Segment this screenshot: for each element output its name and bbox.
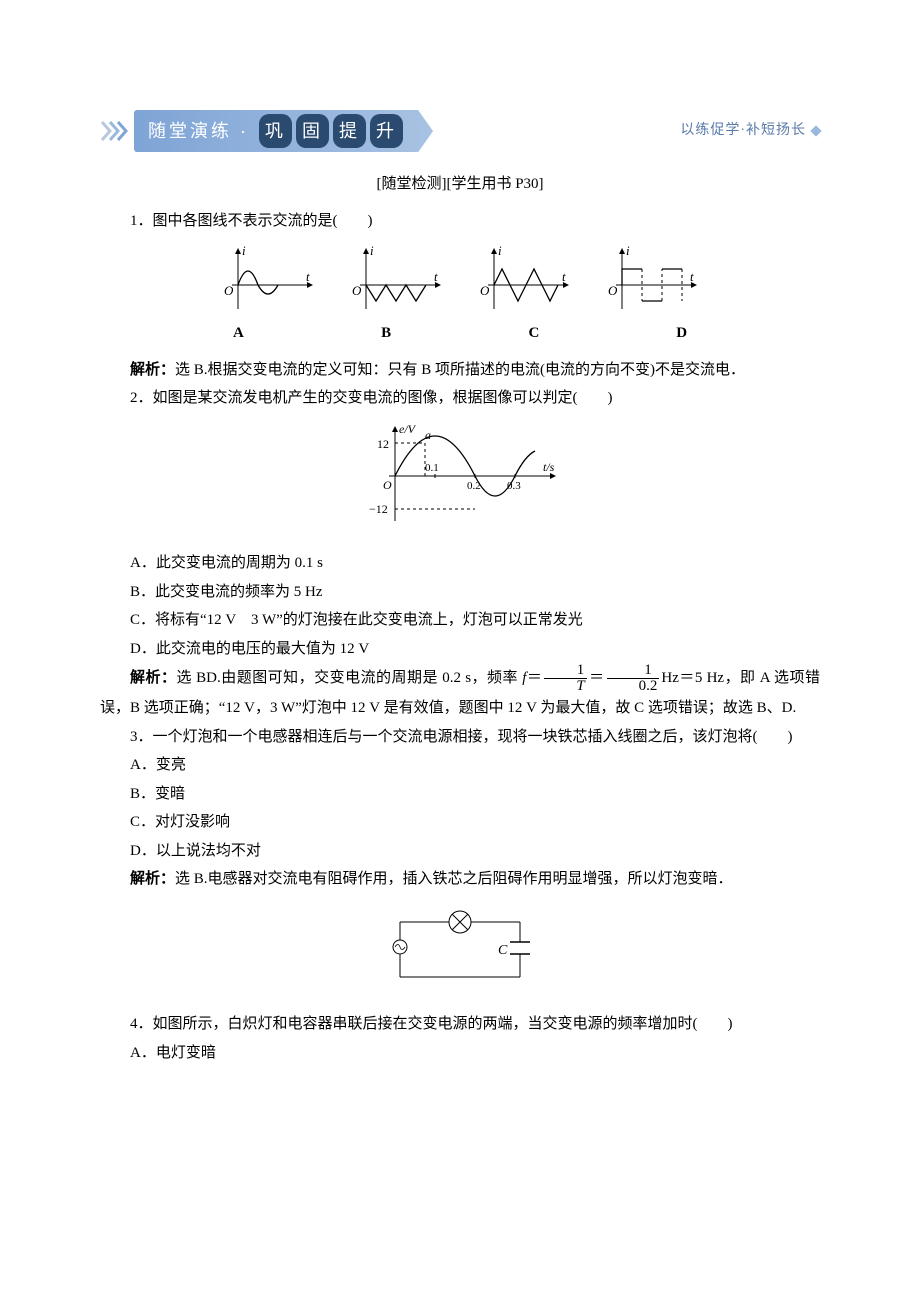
svg-text:t: t	[690, 269, 694, 284]
svg-text:t/s: t/s	[543, 460, 555, 474]
q2-option-c: C．将标有“12 V 3 W”的灯泡接在此交变电流上，灯泡可以正常发光	[100, 606, 820, 635]
q1-graph-c: O i t	[474, 245, 574, 315]
analysis-label: 解析：	[130, 669, 176, 686]
q1-label-d: D	[622, 319, 742, 348]
q1-analysis-text: 选 B.根据交变电流的定义可知：只有 B 项所描述的电流(电流的方向不变)不是交…	[175, 362, 745, 378]
q2-stem: 2．如图是某交流发电机产生的交变电流的图像，根据图像可以判定( )	[100, 384, 820, 413]
svg-text:i: i	[626, 245, 630, 258]
banner-pill-1: 固	[296, 114, 329, 148]
svg-text:i: i	[242, 245, 246, 258]
q2-figure: e/V t/s a 12 −12 O 0.1 0.2 0.3	[100, 421, 820, 542]
q1-labels: A B C D	[100, 319, 820, 348]
q2-frac2-num: 1	[607, 663, 660, 679]
q3-analysis: 解析：选 B.电感器对交流电有阻碍作用，插入铁芯之后阻碍作用明显增强，所以灯泡变…	[100, 865, 820, 894]
q1-figures: O i t O i t O i t	[100, 245, 820, 315]
svg-text:O: O	[224, 283, 234, 298]
svg-text:−12: −12	[369, 502, 388, 516]
q2-analysis: 解析：选 BD.由题图可知，交变电流的周期是 0.2 s，频率 f＝1T＝10.…	[100, 663, 820, 723]
banner-pill-0: 巩	[259, 114, 292, 148]
q2-eq1: ＝	[526, 670, 542, 686]
banner-subtitle: 以练促学·补短扬长	[680, 118, 820, 145]
analysis-label: 解析：	[130, 361, 175, 378]
analysis-label: 解析：	[130, 870, 175, 887]
svg-text:12: 12	[377, 437, 389, 451]
q2-option-b: B．此交变电流的频率为 5 Hz	[100, 578, 820, 607]
q1-label-c: C	[474, 319, 594, 348]
q3-option-c: C．对灯没影响	[100, 808, 820, 837]
q1-label-b: B	[326, 319, 446, 348]
chevron-icon	[100, 120, 128, 142]
q3-option-d: D．以上说法均不对	[100, 837, 820, 866]
svg-text:i: i	[498, 245, 502, 258]
banner-pill-3: 升	[370, 114, 403, 148]
q2-frac2: 10.2	[607, 663, 660, 694]
svg-text:C: C	[498, 943, 508, 958]
q2-eq2: ＝	[589, 670, 605, 686]
section-banner: 随堂演练 · 巩固提升 以练促学·补短扬长	[100, 110, 820, 152]
q1-stem: 1．图中各图线不表示交流的是( )	[100, 207, 820, 236]
diamond-icon	[810, 125, 821, 136]
svg-text:t: t	[306, 269, 310, 284]
q1-graph-b: O i t	[346, 245, 446, 315]
banner-pill-2: 提	[333, 114, 366, 148]
banner-title: 随堂演练 · 巩固提升	[134, 110, 433, 152]
q1-graph-d: O i t	[602, 245, 702, 315]
svg-text:a: a	[425, 428, 431, 442]
svg-text:O: O	[383, 478, 392, 492]
header-line: [随堂检测][学生用书 P30]	[100, 170, 820, 199]
q1-label-a: A	[178, 319, 298, 348]
q1-graph-a: O i t	[218, 245, 318, 315]
q2-option-d: D．此交流电的电压的最大值为 12 V	[100, 635, 820, 664]
q2-frac1-den: T	[544, 679, 586, 694]
svg-text:t: t	[434, 269, 438, 284]
q2-frac2-den: 0.2	[607, 679, 660, 694]
q3-stem: 3．一个灯泡和一个电感器相连后与一个交流电源相接，现将一块铁芯插入线圈之后，该灯…	[100, 723, 820, 752]
q3-option-b: B．变暗	[100, 780, 820, 809]
q2-frac1-num: 1	[544, 663, 586, 679]
q1-analysis: 解析：选 B.根据交变电流的定义可知：只有 B 项所描述的电流(电流的方向不变)…	[100, 356, 820, 385]
svg-text:t: t	[562, 269, 566, 284]
svg-text:i: i	[370, 245, 374, 258]
q4-figure: C	[100, 902, 820, 1003]
q3-analysis-text: 选 B.电感器对交流电有阻碍作用，插入铁芯之后阻碍作用明显增强，所以灯泡变暗．	[175, 871, 733, 887]
q4-stem: 4．如图所示，白炽灯和电容器串联后接在交变电源的两端，当交变电源的频率增加时( …	[100, 1010, 820, 1039]
svg-text:O: O	[480, 283, 490, 298]
svg-text:e/V: e/V	[399, 422, 417, 436]
banner-left-text: 随堂演练	[148, 121, 232, 141]
svg-text:0.3: 0.3	[507, 480, 521, 492]
banner-right-text: 以练促学·补短扬长	[680, 118, 806, 145]
q2-frac1: 1T	[544, 663, 586, 694]
svg-text:O: O	[608, 283, 618, 298]
q2-analysis-pre: 选 BD.由题图可知，交变电流的周期是 0.2 s，频率	[176, 670, 522, 686]
banner-separator: ·	[240, 121, 249, 141]
q4-option-a: A．电灯变暗	[100, 1039, 820, 1068]
svg-text:0.2: 0.2	[467, 480, 481, 492]
q2-option-a: A．此交变电流的周期为 0.1 s	[100, 549, 820, 578]
q3-option-a: A．变亮	[100, 751, 820, 780]
svg-text:0.1: 0.1	[425, 462, 439, 474]
svg-text:O: O	[352, 283, 362, 298]
